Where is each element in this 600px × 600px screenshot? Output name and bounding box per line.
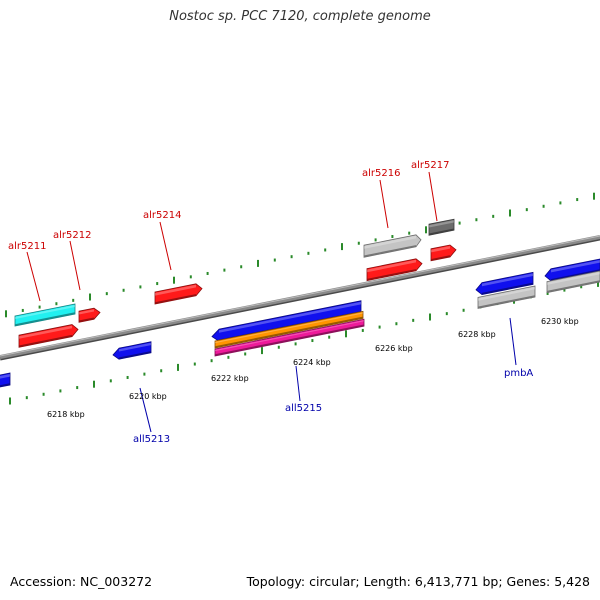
genome-backbone	[0, 235, 600, 361]
gene-label-alr5211[interactable]: alr5211	[8, 241, 46, 252]
gene-label-alr5217[interactable]: alr5217	[411, 160, 449, 171]
gene-lightgray-alr5216[interactable]	[363, 234, 422, 258]
gene-red-alr5214[interactable]	[154, 283, 203, 305]
backbone-line	[0, 235, 600, 359]
gene-label-alr5216[interactable]: alr5216	[362, 168, 400, 179]
genome-summary: Topology: circular; Length: 6,413,771 bp…	[246, 574, 590, 589]
gene-lightgray-pmbA[interactable]	[477, 285, 536, 309]
gene-red-lower-alr5217[interactable]	[430, 244, 457, 262]
gene-blue-left-edge[interactable]	[0, 372, 11, 388]
gene-label-pmbA[interactable]: pmbA	[504, 368, 533, 379]
gene-labels: alr5211 alr5212 alr5214 alr5216 alr5217 all52…	[8, 160, 533, 445]
gene-features	[0, 218, 600, 388]
gene-blue-right-edge[interactable]	[544, 258, 600, 282]
label-leaders	[26, 171, 517, 433]
accession-text: Accession: NC_003272	[10, 574, 153, 589]
leader-line-all5215	[295, 365, 301, 402]
gene-red-alr5212[interactable]	[78, 307, 101, 323]
scale-label: 6226 kbp	[375, 344, 413, 353]
leader-line-all5213	[139, 387, 152, 433]
leader-line-alr5211	[26, 251, 41, 302]
scale-label: 6224 kbp	[293, 358, 331, 367]
scale-label: 6218 kbp	[47, 410, 85, 419]
scale-label: 6222 kbp	[211, 374, 249, 383]
scale-label: 6230 kbp	[541, 317, 579, 326]
gene-cyan-upper[interactable]	[14, 303, 76, 327]
gene-blue-pmbA[interactable]	[475, 271, 534, 296]
leader-line-alr5212	[69, 240, 81, 291]
gene-magenta-all5215[interactable]	[214, 318, 365, 357]
gene-label-alr5212[interactable]: alr5212	[53, 230, 91, 241]
leader-line-alr5216	[379, 179, 389, 229]
gene-label-all5213[interactable]: all5213	[133, 434, 170, 445]
scale-label: 6220 kbp	[129, 392, 167, 401]
gene-darkgray-alr5217[interactable]	[428, 218, 455, 236]
leader-line-alr5214	[159, 221, 172, 271]
gene-blue-all5213[interactable]	[112, 341, 152, 360]
gene-orange-all5215[interactable]	[214, 310, 364, 349]
tick-row-forward	[5, 192, 595, 318]
gene-lightgray-right-edge[interactable]	[546, 270, 600, 294]
gene-label-all5215[interactable]: all5215	[285, 403, 322, 414]
genome-title: Nostoc sp. PCC 7120, complete genome	[169, 9, 431, 24]
gene-red-alr5211[interactable]	[18, 324, 79, 348]
gene-label-alr5214[interactable]: alr5214	[143, 210, 181, 221]
scale-labels: 6218 kbp 6220 kbp 6222 kbp 6224 kbp 6226 kbp…	[47, 317, 579, 419]
leader-line-pmbA	[509, 317, 517, 366]
scale-label: 6228 kbp	[458, 330, 496, 339]
leader-line-alr5217	[428, 171, 438, 222]
gene-red-lower-alr5216[interactable]	[366, 258, 423, 282]
